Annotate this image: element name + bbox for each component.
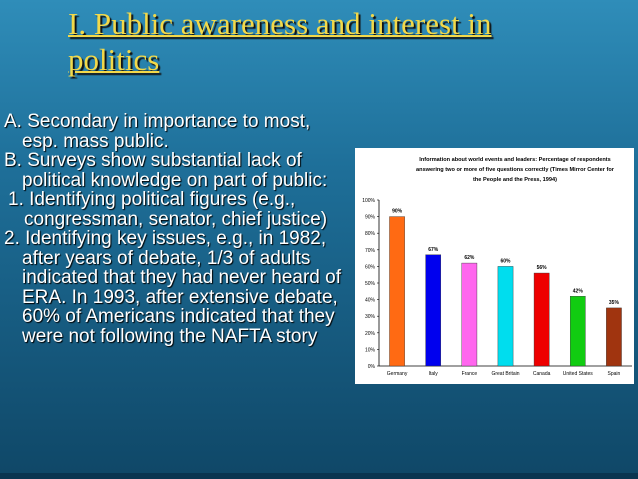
bar-germany bbox=[389, 216, 405, 367]
y-tick-label: 60% bbox=[365, 264, 376, 270]
x-category-label: Italy bbox=[429, 371, 439, 377]
y-tick-label: 30% bbox=[365, 314, 376, 320]
bar-value-label: 60% bbox=[500, 258, 511, 264]
bar-value-label: 62% bbox=[464, 255, 475, 261]
y-tick-label: 50% bbox=[365, 281, 376, 287]
bar-canada bbox=[533, 272, 550, 367]
x-category-label: Canada bbox=[533, 371, 551, 377]
y-tick-label: 70% bbox=[365, 248, 376, 254]
bar-spain bbox=[606, 307, 622, 367]
y-tick-label: 90% bbox=[365, 215, 376, 221]
y-tick-label: 40% bbox=[365, 298, 376, 304]
x-category-label: Germany bbox=[387, 371, 408, 377]
bar-value-label: 35% bbox=[609, 300, 620, 306]
slide-bottom-border bbox=[0, 473, 638, 479]
x-category-label: Spain bbox=[608, 371, 621, 377]
chart-title-line: answering two or more of five questions … bbox=[416, 167, 615, 173]
y-tick-label: 80% bbox=[365, 231, 376, 237]
bullet-2: 2. Identifying key issues, e.g., in 1982… bbox=[4, 228, 342, 347]
bullet-1: 1. Identifying political figures (e.g., … bbox=[8, 189, 328, 230]
bar-chart-panel: Information about world events and leade… bbox=[355, 148, 634, 384]
bar-italy bbox=[425, 254, 442, 367]
bullet-b: B. Surveys show substantial lack of poli… bbox=[4, 150, 328, 191]
slide-title: I. Public awareness and interest in poli… bbox=[68, 6, 538, 78]
y-tick-label: 100% bbox=[362, 198, 375, 204]
bar-value-label: 90% bbox=[392, 209, 403, 215]
bar-value-label: 56% bbox=[537, 265, 548, 271]
bullet-list: A. Secondary in importance to most, esp.… bbox=[4, 112, 349, 346]
chart-title-line: the People and the Press, 1994) bbox=[473, 177, 557, 183]
y-tick-label: 20% bbox=[365, 331, 376, 337]
y-tick-label: 0% bbox=[368, 364, 376, 370]
x-category-label: United States bbox=[563, 371, 594, 377]
bullet-a: A. Secondary in importance to most, esp.… bbox=[4, 111, 311, 152]
bar-chart: Information about world events and leade… bbox=[362, 157, 632, 377]
bar-france bbox=[461, 262, 478, 367]
bar-value-label: 42% bbox=[573, 288, 584, 294]
bar-great-britain bbox=[497, 266, 514, 367]
y-tick-label: 10% bbox=[365, 347, 376, 353]
slide-title-line-1: I. Public awareness and interest in bbox=[68, 6, 492, 41]
slide-title-line-2: politics bbox=[68, 42, 160, 77]
x-category-label: Great Britain bbox=[491, 371, 519, 377]
bar-united-states bbox=[569, 296, 586, 367]
bar-value-label: 67% bbox=[428, 247, 439, 253]
x-category-label: France bbox=[462, 371, 478, 377]
chart-title-line: Information about world events and leade… bbox=[419, 157, 610, 163]
